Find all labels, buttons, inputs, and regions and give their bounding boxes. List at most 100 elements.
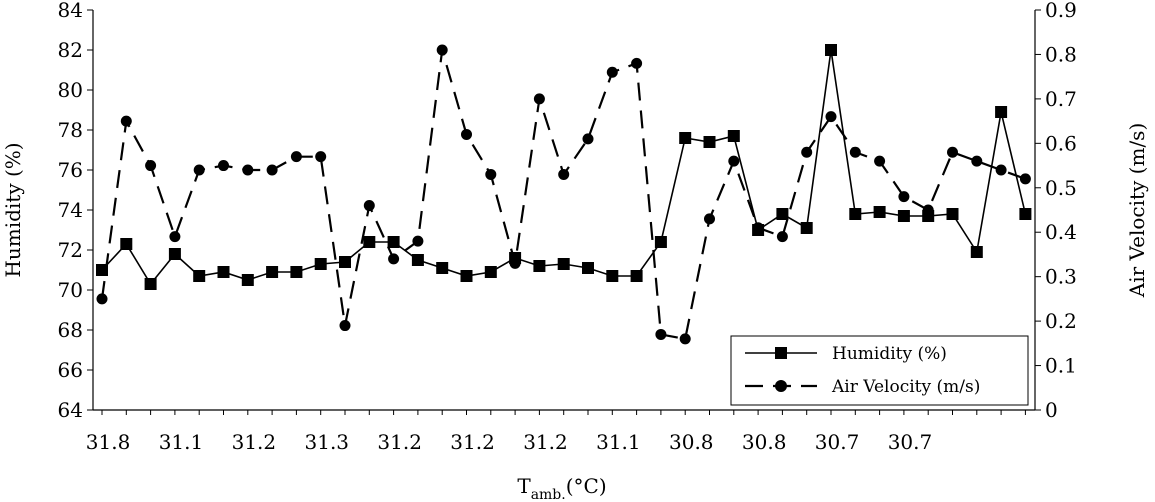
humidity-point <box>144 278 157 290</box>
air-velocity-point <box>388 253 400 265</box>
humidity-point <box>120 238 133 250</box>
humidity-point <box>484 266 497 278</box>
x-tick-label: 30.7 <box>815 430 860 454</box>
air-velocity-point <box>582 133 594 145</box>
air-velocity-point <box>922 204 934 216</box>
humidity-point <box>363 236 376 248</box>
x-tick-label: 31.8 <box>86 430 131 454</box>
x-tick-label: 30.8 <box>669 430 714 454</box>
air-velocity-point <box>898 191 910 203</box>
air-velocity-point <box>801 146 813 158</box>
x-axis-title: Tamb.(°C) <box>517 474 606 502</box>
air-velocity-point <box>874 155 886 167</box>
air-velocity-point <box>728 155 740 167</box>
left-y-axis-title: Humidity (%) <box>1 142 25 277</box>
x-tick-label: 31.1 <box>159 430 204 454</box>
air-velocity-point <box>193 164 205 176</box>
air-velocity-point <box>947 146 958 158</box>
humidity-point <box>266 266 279 278</box>
humidity-point <box>314 258 327 270</box>
right-y-tick-label: 0.3 <box>1045 265 1077 289</box>
humidity-point <box>1019 208 1032 220</box>
air-velocity-point <box>849 146 861 158</box>
x-tick-label: 31.3 <box>305 430 350 454</box>
humidity-point <box>849 208 862 220</box>
right-y-tick-label: 0.4 <box>1045 220 1077 244</box>
x-ticks: 31.8 31.1 31.2 31.3 31.2 31.2 31.2 31.1 30.8 30.8… <box>86 410 1026 454</box>
left-y-tick-label: 72 <box>58 238 83 262</box>
left-y-tick-label: 84 <box>58 0 83 22</box>
humidity-point <box>582 262 594 274</box>
humidity-point <box>460 270 473 282</box>
air-velocity-point <box>145 160 157 172</box>
air-velocity-point <box>631 57 643 69</box>
air-velocity-point <box>120 115 132 127</box>
right-y-axis-title: Air Velocity (m/s) <box>1125 123 1149 299</box>
left-y-tick-label: 78 <box>58 118 83 142</box>
left-y-tick-label: 80 <box>58 78 83 102</box>
legend-humidity-marker <box>775 347 787 359</box>
x-axis-title-subscript: amb. <box>531 487 566 502</box>
humidity-point <box>290 266 303 278</box>
legend-velocity-label: Air Velocity (m/s) <box>831 377 980 397</box>
humidity-point <box>217 266 230 278</box>
humidity-point <box>800 222 813 234</box>
air-velocity-point <box>606 66 618 78</box>
x-axis-title-unit: (°C) <box>566 474 607 498</box>
right-y-tick-label: 0.1 <box>1045 354 1077 378</box>
left-y-tick-label: 66 <box>58 358 83 382</box>
humidity-point <box>995 106 1008 118</box>
humidity-point <box>241 274 254 286</box>
humidity-point <box>96 264 108 276</box>
humidity-point <box>970 246 983 258</box>
legend: Humidity (%) Air Velocity (m/s) <box>730 335 1029 406</box>
air-velocity-point <box>558 168 570 180</box>
air-velocity-point <box>995 164 1007 176</box>
air-velocity-point <box>461 128 472 140</box>
humidity-point <box>946 208 959 220</box>
air-velocity-point <box>533 93 545 105</box>
right-y-tick-label: 0.9 <box>1045 0 1077 22</box>
right-y-ticks: 0 0.1 0.2 0.3 0.4 0.5 0.6 0.7 0.8 0.9 <box>1035 0 1077 422</box>
x-tick-label: 31.2 <box>450 430 495 454</box>
humidity-point <box>387 236 400 248</box>
air-velocity-point <box>776 231 788 243</box>
right-y-tick-label: 0.2 <box>1045 309 1077 333</box>
humidity-point <box>411 254 424 266</box>
humidity-point <box>168 248 181 260</box>
air-velocity-point <box>1019 173 1031 185</box>
left-y-tick-label: 64 <box>58 398 83 422</box>
air-velocity-point <box>218 160 229 172</box>
humidity-series-line <box>101 49 1027 286</box>
humidity-point <box>606 270 619 282</box>
humidity-point <box>776 208 789 220</box>
left-y-tick-label: 68 <box>58 318 83 342</box>
air-velocity-point <box>363 200 375 212</box>
air-velocity-point <box>412 235 424 247</box>
air-velocity-point <box>266 164 278 176</box>
x-tick-label: 31.2 <box>523 430 568 454</box>
right-y-tick-label: 0.6 <box>1045 131 1077 155</box>
air-velocity-point <box>242 164 254 176</box>
x-axis-title-main: T <box>517 474 531 498</box>
x-tick-label: 30.7 <box>888 430 933 454</box>
air-velocity-point <box>436 44 448 56</box>
humidity-point <box>825 44 837 56</box>
air-velocity-point <box>704 213 715 225</box>
air-velocity-point <box>971 155 983 167</box>
air-velocity-point <box>96 293 108 305</box>
air-velocity-point <box>825 111 837 123</box>
air-velocity-point <box>752 222 764 234</box>
left-y-tick-label: 76 <box>58 158 83 182</box>
legend-velocity-marker <box>775 380 787 392</box>
humidity-point <box>703 136 716 148</box>
air-velocity-series-line <box>100 49 1026 341</box>
right-y-tick-label: 0 <box>1045 398 1058 422</box>
humidity-point <box>630 270 643 282</box>
left-y-tick-label: 74 <box>58 198 83 222</box>
humidity-point <box>873 206 886 218</box>
legend-humidity-label: Humidity (%) <box>832 344 947 364</box>
right-y-tick-label: 0.8 <box>1045 42 1077 66</box>
x-tick-label: 31.1 <box>596 430 641 454</box>
